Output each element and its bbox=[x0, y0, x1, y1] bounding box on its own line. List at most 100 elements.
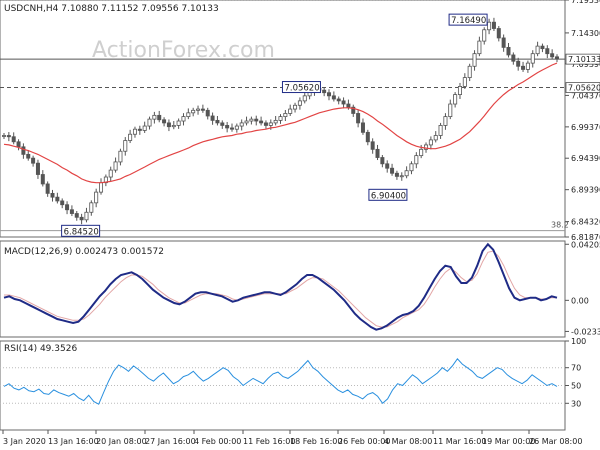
level-price-box bbox=[565, 82, 600, 93]
candle-body bbox=[487, 21, 492, 31]
candle-body bbox=[467, 65, 472, 78]
candle-body bbox=[84, 211, 89, 221]
candle-body bbox=[215, 119, 220, 124]
macd-panel-title: MACD(12,26,9) 0.002473 0.001572 bbox=[4, 247, 164, 257]
candle-body bbox=[385, 163, 390, 169]
candle-body bbox=[132, 128, 137, 135]
candle-body bbox=[259, 120, 264, 124]
moving-average bbox=[3, 62, 558, 184]
candle-body bbox=[365, 131, 370, 143]
candle-body bbox=[229, 127, 234, 130]
candle-body bbox=[462, 77, 467, 87]
candle-body bbox=[225, 125, 230, 129]
candle-body bbox=[409, 163, 414, 172]
candle-body bbox=[273, 119, 278, 124]
candle-body bbox=[540, 45, 545, 50]
price-annotations: 7.16490 7.05620 6.90400 6.84520 bbox=[61, 13, 488, 237]
rsi-panel-title: RSI(14) 49.3526 bbox=[4, 344, 77, 354]
candle-body bbox=[394, 172, 399, 177]
annotation-label-0: 7.16490 bbox=[451, 16, 486, 26]
annotation-label-3: 6.84520 bbox=[64, 227, 99, 237]
candle-body bbox=[375, 148, 380, 158]
rsi-line bbox=[3, 358, 558, 405]
candle-body bbox=[181, 116, 186, 122]
price-panel-title: USDCNH,H4 7.10880 7.11152 7.09556 7.1013… bbox=[4, 4, 219, 14]
candle-body bbox=[351, 106, 356, 114]
candle-body bbox=[263, 122, 268, 126]
candle-body bbox=[535, 45, 540, 55]
candle-body bbox=[79, 216, 84, 221]
candle-body bbox=[380, 157, 385, 165]
candle-body bbox=[443, 116, 448, 126]
candle-body bbox=[74, 213, 79, 218]
candle-body bbox=[511, 54, 516, 62]
price-tick-label: 6.81870 bbox=[571, 233, 600, 242]
candle-body bbox=[404, 170, 409, 177]
rsi-tick-label: 30 bbox=[571, 399, 581, 408]
candle-body bbox=[123, 140, 128, 152]
candle-body bbox=[302, 95, 307, 102]
candle-body bbox=[530, 53, 535, 64]
candle-body bbox=[341, 100, 346, 105]
candle-body bbox=[346, 103, 351, 108]
candle-body bbox=[438, 125, 443, 136]
candle-body bbox=[555, 56, 560, 60]
macd-lines bbox=[3, 242, 558, 331]
level-price-label: 7.05620 bbox=[568, 84, 600, 93]
candle-body bbox=[191, 109, 196, 114]
candle-body bbox=[137, 128, 142, 131]
candle-body bbox=[501, 37, 506, 48]
time-tick-label: 26 Mar 08:00 bbox=[529, 437, 582, 446]
candle-body bbox=[94, 191, 99, 204]
candle-body bbox=[60, 200, 65, 206]
candle-body bbox=[55, 196, 60, 202]
macd-tick-label: 0.00 bbox=[571, 296, 589, 305]
candle-body bbox=[157, 114, 162, 121]
candle-body bbox=[414, 155, 419, 165]
candle-body bbox=[550, 53, 555, 58]
candle-body bbox=[40, 174, 45, 185]
candle-body bbox=[142, 125, 147, 131]
candle-body bbox=[2, 135, 7, 137]
candle-body bbox=[239, 122, 244, 127]
candle-body bbox=[390, 167, 395, 174]
annotation-label-1: 7.05620 bbox=[284, 84, 319, 94]
ma-line bbox=[3, 62, 558, 184]
candle-body bbox=[419, 148, 424, 157]
candle-body bbox=[171, 125, 176, 128]
candle-body bbox=[45, 183, 50, 194]
last-price-box bbox=[565, 53, 600, 65]
candle-body bbox=[472, 53, 477, 67]
price-tick-label: 6.99370 bbox=[571, 123, 600, 132]
candle-body bbox=[496, 28, 501, 39]
macd-tick-label: 0.042051 bbox=[571, 240, 600, 249]
candle-body bbox=[428, 139, 433, 146]
time-tick-label: 4 Feb 00:00 bbox=[194, 437, 241, 446]
time-tick-label: 19 Mar 00:00 bbox=[482, 437, 535, 446]
rsi-panel: RSI(14) 49.3526 100 70 50 30 bbox=[0, 337, 586, 431]
candle-body bbox=[283, 113, 288, 118]
candle-body bbox=[89, 202, 94, 213]
rsi-tick-label: 50 bbox=[571, 382, 581, 391]
candle-body bbox=[297, 100, 302, 106]
time-tick-label: 4 Mar 08:00 bbox=[384, 437, 432, 446]
candle-body bbox=[210, 115, 215, 121]
candle-body bbox=[21, 146, 26, 155]
time-tick-label: 3 Jan 2020 bbox=[3, 437, 46, 446]
macd-panel-frame bbox=[0, 240, 566, 338]
candle-body bbox=[399, 175, 404, 178]
candle-body bbox=[69, 209, 74, 214]
candle-body bbox=[196, 108, 201, 111]
candle-body bbox=[453, 94, 458, 105]
candle-body bbox=[525, 62, 530, 70]
annotation-label-2: 6.90400 bbox=[371, 191, 406, 201]
macd-tick-label: -0.023318 bbox=[571, 327, 600, 336]
price-tick-label: 6.84320 bbox=[571, 218, 600, 227]
candle-body bbox=[457, 86, 462, 95]
candle-body bbox=[50, 192, 55, 198]
candle-body bbox=[477, 40, 482, 55]
rsi-lines bbox=[0, 358, 565, 405]
candle-body bbox=[448, 103, 453, 118]
candle-body bbox=[26, 153, 31, 159]
candle-body bbox=[322, 89, 327, 94]
